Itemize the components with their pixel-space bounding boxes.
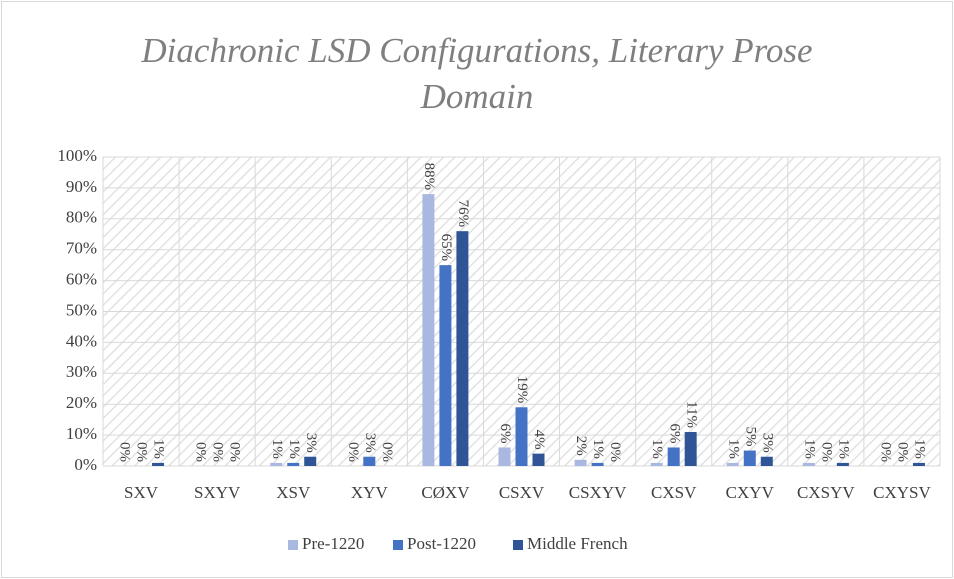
x-tick-label: CXYV <box>726 483 775 502</box>
value-label: 3% <box>303 433 319 453</box>
x-tick-label: CXSYV <box>797 483 855 502</box>
y-tick-label: 80% <box>66 208 97 227</box>
bar <box>667 447 680 466</box>
value-label: 65% <box>438 234 454 262</box>
value-label: 0% <box>345 442 361 462</box>
y-tick-label: 20% <box>66 393 97 412</box>
value-label: 76% <box>455 200 471 228</box>
y-tick-label: 40% <box>66 331 97 350</box>
bar <box>456 231 469 466</box>
legend-label: Pre-1220 <box>302 534 364 553</box>
legend-label: Middle French <box>527 534 628 553</box>
legend-label: Post-1220 <box>407 534 476 553</box>
value-label: 0% <box>818 442 834 462</box>
value-label: 0% <box>117 442 133 462</box>
x-tick-label: CSXYV <box>569 483 627 502</box>
bar <box>912 462 925 466</box>
bar <box>743 450 756 466</box>
x-tick-label: CXYSV <box>873 483 931 502</box>
x-tick-label: XYV <box>351 483 389 502</box>
bar <box>650 462 663 466</box>
y-tick-label: 70% <box>66 239 97 258</box>
bar <box>152 462 165 466</box>
bar <box>270 462 283 466</box>
legend-swatch <box>288 540 298 550</box>
y-tick-label: 30% <box>66 362 97 381</box>
x-tick-label: XSV <box>276 483 311 502</box>
bar <box>515 407 528 466</box>
value-label: 0% <box>210 442 226 462</box>
legend-swatch <box>513 540 523 550</box>
bar <box>836 462 849 466</box>
value-label: 3% <box>362 433 378 453</box>
value-label: 1% <box>835 439 851 459</box>
x-tick-label: CXSV <box>651 483 697 502</box>
value-label: 88% <box>421 163 437 191</box>
value-label: 5% <box>742 427 758 447</box>
value-label: 0% <box>193 442 209 462</box>
x-tick-label: CØXV <box>421 483 470 502</box>
value-label: 19% <box>514 376 530 404</box>
y-tick-label: 10% <box>66 424 97 443</box>
bar <box>422 194 435 466</box>
bar <box>532 453 545 466</box>
y-tick-label: 100% <box>57 146 97 165</box>
x-tick-label: SXV <box>124 483 159 502</box>
value-label: 1% <box>912 439 928 459</box>
value-label: 0% <box>607 442 623 462</box>
value-label: 1% <box>286 439 302 459</box>
x-tick-label: CSXV <box>499 483 545 502</box>
bar <box>684 432 697 466</box>
y-tick-label: 60% <box>66 270 97 289</box>
value-label: 6% <box>497 423 513 443</box>
bar <box>363 456 376 466</box>
value-label: 2% <box>573 436 589 456</box>
value-label: 0% <box>227 442 243 462</box>
bar <box>304 456 317 466</box>
bar <box>802 462 815 466</box>
legend-swatch <box>393 540 403 550</box>
value-label: 0% <box>379 442 395 462</box>
bar <box>591 462 604 466</box>
value-label: 11% <box>683 401 699 428</box>
bar <box>498 447 511 466</box>
value-label: 1% <box>590 439 606 459</box>
bar <box>760 456 773 466</box>
value-label: 1% <box>725 439 741 459</box>
chart-title: Diachronic LSD Configurations, Literary … <box>141 31 813 116</box>
value-label: 1% <box>801 439 817 459</box>
y-tick-label: 90% <box>66 177 97 196</box>
value-label: 6% <box>666 423 682 443</box>
bar <box>574 459 587 466</box>
bar <box>726 462 739 466</box>
value-label: 0% <box>134 442 150 462</box>
value-label: 4% <box>531 430 547 450</box>
value-label: 1% <box>269 439 285 459</box>
bar <box>287 462 300 466</box>
value-label: 3% <box>759 433 775 453</box>
x-tick-label: SXYV <box>194 483 241 502</box>
y-tick-label: 0% <box>74 455 97 474</box>
value-label: 1% <box>151 439 167 459</box>
value-label: 0% <box>895 442 911 462</box>
value-label: 0% <box>878 442 894 462</box>
value-label: 1% <box>649 439 665 459</box>
bar <box>439 265 452 466</box>
y-tick-label: 50% <box>66 300 97 319</box>
